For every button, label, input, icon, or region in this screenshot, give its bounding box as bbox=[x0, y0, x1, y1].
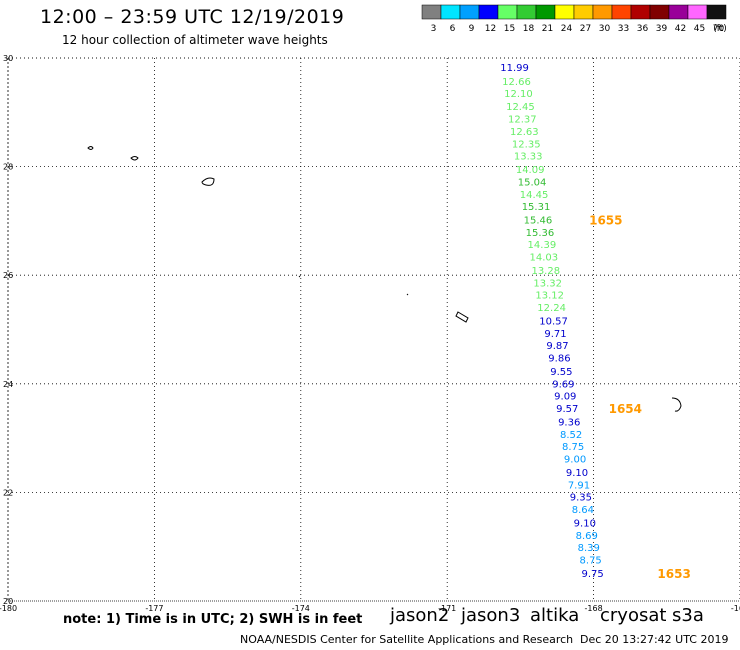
wave-height-point: 8.75 bbox=[580, 556, 602, 567]
legend-altika: altika bbox=[530, 605, 580, 626]
x-tick-label: -180 bbox=[0, 604, 17, 613]
wave-height-point: 15.46 bbox=[524, 215, 553, 226]
y-tick-label: 30 bbox=[3, 54, 13, 63]
pass-time-label: 1655 bbox=[589, 213, 622, 227]
island-outline bbox=[298, 275, 301, 278]
plot-frame bbox=[7, 57, 740, 602]
island-outline bbox=[87, 146, 94, 150]
wave-height-point: 9.75 bbox=[581, 569, 603, 580]
color-scale-label: 39 bbox=[656, 24, 668, 34]
x-tick-label: -168 bbox=[585, 604, 603, 613]
wave-height-point: 13.32 bbox=[533, 278, 562, 289]
wave-height-point: 12.66 bbox=[502, 77, 531, 88]
wave-height-point: 9.69 bbox=[552, 379, 574, 390]
wave-height-point: 13.33 bbox=[514, 152, 543, 163]
color-scale-label: 15 bbox=[504, 24, 515, 34]
pass-time-label: 1653 bbox=[657, 567, 690, 581]
footer-note: note: 1) Time is in UTC; 2) SWH is in fe… bbox=[63, 612, 363, 627]
wave-height-point: 15.04 bbox=[518, 177, 547, 188]
color-scale-label: 27 bbox=[580, 24, 591, 34]
island-outline bbox=[201, 177, 215, 186]
wave-height-point: 9.57 bbox=[556, 404, 578, 415]
wave-height-point: 9.09 bbox=[554, 392, 576, 403]
color-scale-label: 45 bbox=[694, 24, 705, 34]
wave-height-point: 9.87 bbox=[546, 341, 568, 352]
color-scale-unit: (ft) bbox=[713, 24, 727, 34]
wave-height-point: 12.10 bbox=[504, 89, 533, 100]
wave-height-point: 8.69 bbox=[576, 531, 598, 542]
wave-height-point: 9.71 bbox=[544, 329, 566, 340]
wave-height-point: 8.75 bbox=[562, 442, 584, 453]
color-scale-label: 12 bbox=[485, 24, 496, 34]
legend-cryosat: cryosat bbox=[600, 605, 667, 626]
wave-height-point: 9.36 bbox=[558, 417, 580, 428]
credit-line: NOAA/NESDIS Center for Satellite Applica… bbox=[240, 633, 574, 646]
pass-time-label: 1654 bbox=[609, 402, 642, 416]
wave-height-point: 10.57 bbox=[539, 316, 568, 327]
color-scale-label: 70 bbox=[713, 24, 725, 34]
color-scale: 3 6 9 12 15 18 21 24 27 30 33 36 39 42 45 70(ft) bbox=[421, 4, 727, 34]
wave-height-point: 12.35 bbox=[512, 139, 541, 150]
color-scale-label: 6 bbox=[450, 24, 456, 34]
chart-subtitle: 12 hour collection of altimeter wave hei… bbox=[62, 33, 328, 47]
color-scale-swatch bbox=[706, 4, 727, 20]
y-tick-label: 26 bbox=[3, 271, 13, 280]
x-tick-label: -165 bbox=[731, 604, 740, 613]
y-tick-label: 22 bbox=[3, 488, 13, 497]
x-tick-label: -174 bbox=[292, 604, 310, 613]
wave-height-point: 14.39 bbox=[528, 240, 557, 251]
wave-height-point: 9.55 bbox=[550, 367, 572, 378]
island-outline bbox=[671, 397, 682, 412]
wave-height-point: 7.91 bbox=[568, 480, 590, 491]
color-scale-label: 33 bbox=[618, 24, 629, 34]
color-scale-label: 42 bbox=[675, 24, 686, 34]
wave-height-point: 9.86 bbox=[548, 354, 570, 365]
color-scale-label: 24 bbox=[561, 24, 573, 34]
wave-height-point: 13.12 bbox=[535, 291, 564, 302]
y-tick-label: 28 bbox=[3, 163, 13, 172]
wave-height-point: 9.00 bbox=[564, 455, 586, 466]
color-scale-label: 3 bbox=[431, 24, 437, 34]
wave-height-point: 12.45 bbox=[506, 102, 535, 113]
wave-height-point: 9.35 bbox=[570, 493, 592, 504]
wave-height-point: 12.24 bbox=[537, 303, 566, 314]
color-scale-label: 9 bbox=[469, 24, 475, 34]
wave-height-point: 11.99 bbox=[500, 63, 529, 74]
island-outline bbox=[130, 156, 139, 161]
color-scale-label: 18 bbox=[523, 24, 535, 34]
chart-title: 12:00 – 23:59 UTC 12/19/2019 bbox=[40, 6, 345, 28]
y-tick-label: 20 bbox=[3, 597, 13, 606]
color-scale-label: 30 bbox=[599, 24, 611, 34]
wave-height-point: 8.64 bbox=[572, 505, 594, 516]
wave-height-point: 8.52 bbox=[560, 430, 582, 441]
island-outline bbox=[406, 293, 409, 296]
wave-height-point: 9.10 bbox=[566, 468, 588, 479]
color-scale-label: 36 bbox=[637, 24, 649, 34]
x-tick-label: -177 bbox=[145, 604, 163, 613]
wave-height-point: 14.03 bbox=[530, 253, 559, 264]
legend-jason3: jason3 bbox=[461, 605, 521, 626]
wave-height-point: 14.09 bbox=[516, 165, 545, 176]
wave-height-point: 8.39 bbox=[578, 543, 600, 554]
wave-height-point: 15.31 bbox=[522, 202, 551, 213]
island-outline bbox=[455, 311, 469, 323]
wave-height-point: 13.28 bbox=[531, 266, 560, 277]
legend-jason2: jason2 bbox=[390, 605, 450, 626]
legend-s3a: s3a bbox=[672, 605, 704, 626]
color-scale-label: 21 bbox=[542, 24, 553, 34]
wave-height-point: 12.63 bbox=[510, 127, 539, 138]
wave-height-point: 15.36 bbox=[526, 228, 555, 239]
wave-height-point: 9.10 bbox=[574, 518, 596, 529]
generated-timestamp: Dec 20 13:27:42 UTC 2019 bbox=[580, 633, 729, 646]
wave-height-point: 14.45 bbox=[520, 190, 549, 201]
y-tick-label: 24 bbox=[3, 380, 13, 389]
wave-height-point: 12.37 bbox=[508, 114, 537, 125]
x-tick-label: -171 bbox=[438, 604, 456, 613]
